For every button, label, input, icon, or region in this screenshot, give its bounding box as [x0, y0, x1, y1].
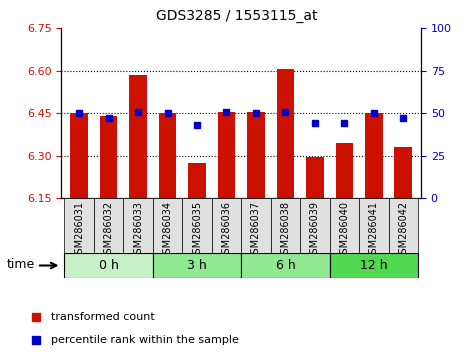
Bar	[70, 113, 88, 198]
Bar	[306, 157, 324, 198]
Text: GSM286042: GSM286042	[398, 201, 408, 260]
Bar	[330, 253, 418, 278]
Text: GDS3285 / 1553115_at: GDS3285 / 1553115_at	[156, 9, 317, 23]
Bar	[300, 198, 330, 253]
Text: GSM286038: GSM286038	[280, 201, 290, 260]
Text: 6 h: 6 h	[276, 259, 295, 272]
Text: transformed count: transformed count	[51, 312, 155, 322]
Bar	[218, 112, 236, 198]
Text: 3 h: 3 h	[187, 259, 207, 272]
Text: GSM286031: GSM286031	[74, 201, 84, 260]
Bar	[64, 253, 153, 278]
Bar	[153, 253, 241, 278]
Text: percentile rank within the sample: percentile rank within the sample	[51, 335, 239, 346]
Text: GSM286035: GSM286035	[192, 201, 202, 260]
Bar	[100, 116, 117, 198]
Bar	[188, 163, 206, 198]
Bar	[247, 112, 265, 198]
Text: GSM286032: GSM286032	[104, 201, 114, 260]
Text: GSM286040: GSM286040	[339, 201, 350, 260]
Text: GSM286039: GSM286039	[310, 201, 320, 260]
Bar	[394, 147, 412, 198]
Bar	[277, 69, 294, 198]
Text: GSM286037: GSM286037	[251, 201, 261, 260]
Text: GSM286036: GSM286036	[221, 201, 231, 260]
Bar	[241, 198, 271, 253]
Bar	[129, 75, 147, 198]
Text: 0 h: 0 h	[99, 259, 119, 272]
Bar	[64, 198, 94, 253]
Bar	[365, 113, 383, 198]
Bar	[335, 143, 353, 198]
Text: GSM286041: GSM286041	[369, 201, 379, 260]
Bar	[271, 198, 300, 253]
Text: 12 h: 12 h	[360, 259, 388, 272]
Bar	[330, 198, 359, 253]
Bar	[94, 198, 123, 253]
Bar	[241, 253, 330, 278]
Bar	[359, 198, 388, 253]
Text: GSM286034: GSM286034	[163, 201, 173, 260]
Bar	[123, 198, 153, 253]
Bar	[212, 198, 241, 253]
Bar	[182, 198, 212, 253]
Bar	[388, 198, 418, 253]
Bar	[159, 113, 176, 198]
Text: GSM286033: GSM286033	[133, 201, 143, 260]
Bar	[153, 198, 182, 253]
Text: time: time	[7, 258, 35, 271]
